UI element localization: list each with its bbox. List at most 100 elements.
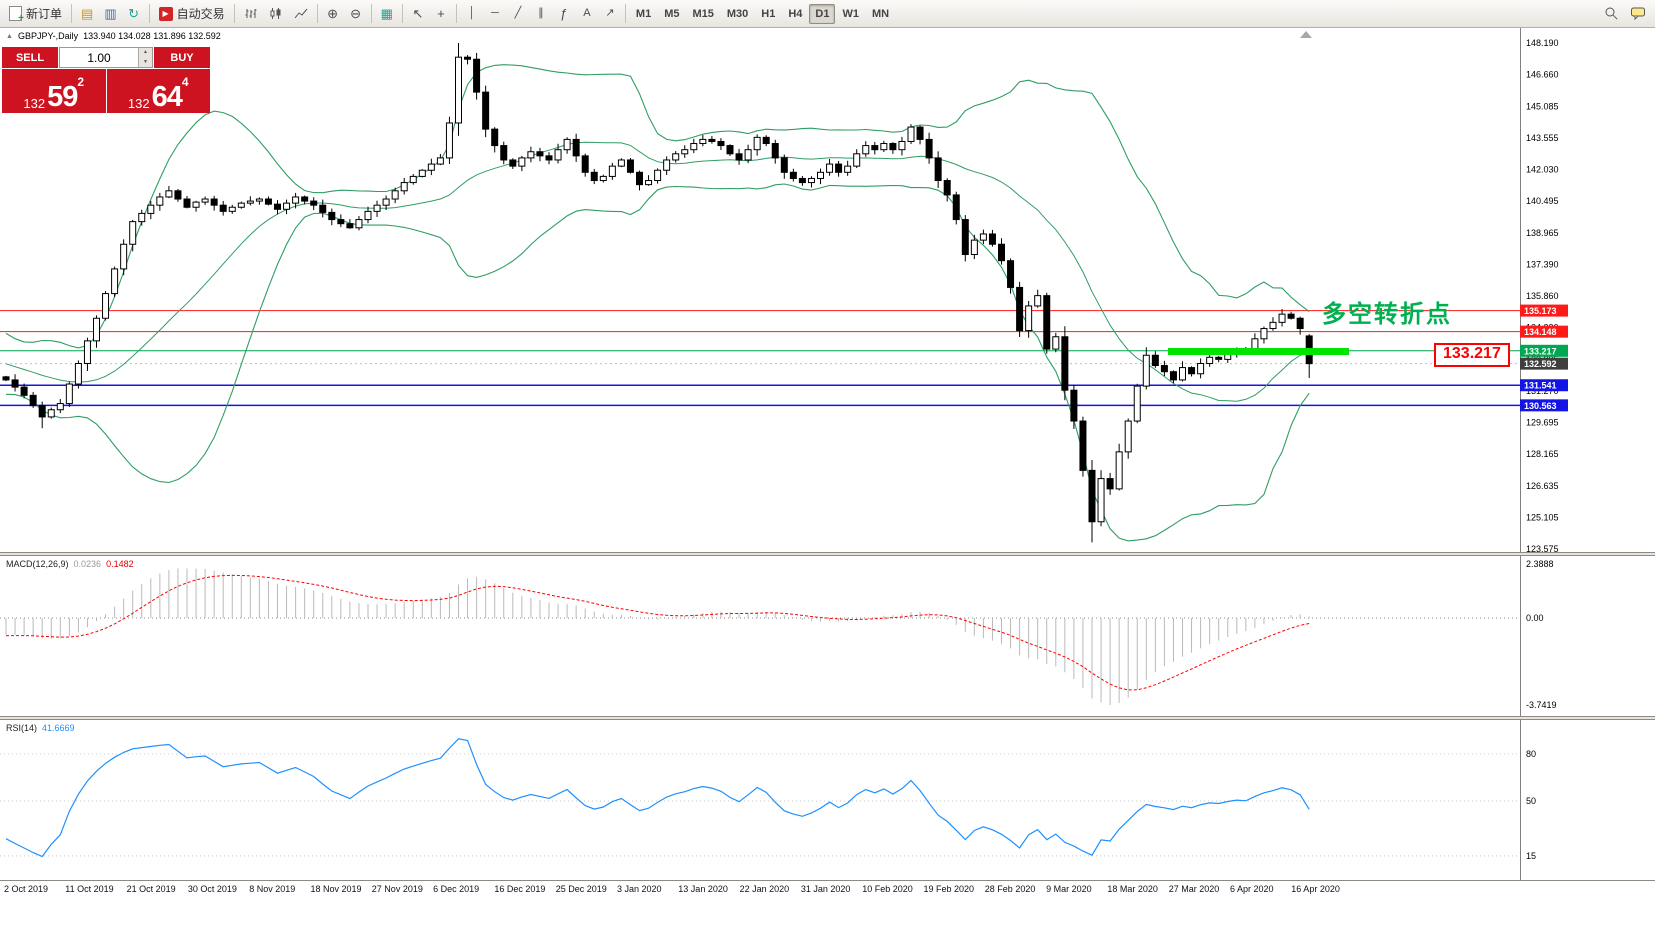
autotrading-icon: ▶ (158, 6, 173, 21)
buy-price-figure: 132 (127, 96, 150, 111)
timeframe-d1-button[interactable]: D1 (809, 3, 836, 24)
collapse-marker-icon[interactable]: ▲ (6, 32, 13, 40)
toolbar-separator (233, 4, 235, 23)
rsi-line (5, 738, 1310, 858)
date-label: 11 Oct 2019 (65, 884, 114, 894)
date-label: 3 Jan 2020 (617, 884, 662, 894)
sell-price-button[interactable]: 132 59 2 (2, 69, 106, 113)
date-label: 25 Dec 2019 (555, 884, 607, 894)
horizontal-price-lines[interactable] (0, 310, 1520, 407)
volume-increase-button[interactable]: ▲ (139, 48, 152, 58)
zoom-in-icon: ⊕ (327, 6, 339, 21)
cursor-button[interactable]: ↖ (407, 3, 429, 25)
buy-price-button[interactable]: 132 64 4 (106, 69, 210, 114)
support-highlight-segment[interactable] (1168, 348, 1349, 355)
market-watch-icon: ▤ (81, 6, 94, 21)
timeframe-m30-button[interactable]: M30 (721, 4, 754, 24)
bar-chart-icon (245, 8, 257, 18)
zoom-out-button[interactable]: ⊖ (345, 3, 367, 25)
chart-title: ▲ GBPJPY-,Daily 133.940 134.028 131.896 … (6, 31, 221, 41)
autotrading-button[interactable]: ▶ 自动交易 (154, 3, 230, 25)
tile-windows-button[interactable]: ▦ (376, 3, 398, 25)
horizontal-line-button[interactable]: ─ (484, 3, 506, 25)
new-order-button[interactable]: 新订单 (4, 3, 67, 25)
crosshair-icon: + (437, 6, 445, 21)
vertical-line-button[interactable]: │ (461, 3, 483, 25)
timeframe-m15-button[interactable]: M15 (686, 4, 719, 24)
arrow-tool-icon: ↗ (605, 7, 615, 19)
volume-spinner[interactable]: 1.00 ▲ ▼ (59, 47, 153, 68)
buy-button[interactable]: BUY (154, 47, 210, 68)
timeframe-h1-button[interactable]: H1 (755, 4, 781, 24)
navigator-icon: ↻ (128, 6, 140, 21)
navigator-button[interactable]: ↻ (123, 3, 145, 25)
svg-text:-3.7419: -3.7419 (1526, 700, 1557, 710)
macd-signal-line (5, 574, 1310, 691)
buy-price-pips: 64 (151, 81, 183, 114)
annotation-text[interactable]: 多空转折点 (1322, 301, 1452, 328)
trendline-button[interactable]: ╱ (507, 3, 529, 25)
svg-text:126.635: 126.635 (1526, 481, 1559, 491)
candlestick-series (2, 43, 1313, 543)
zoom-in-button[interactable]: ⊕ (322, 3, 344, 25)
data-window-button[interactable]: ▥ (99, 3, 121, 25)
svg-text:128.165: 128.165 (1526, 449, 1559, 459)
svg-text:2.3888: 2.3888 (1526, 559, 1554, 569)
svg-text:142.030: 142.030 (1526, 165, 1559, 175)
line-chart-button[interactable] (289, 3, 313, 25)
date-label: 16 Apr 2020 (1291, 884, 1340, 894)
bollinger-middle-band (5, 141, 1310, 402)
chat-button[interactable] (1625, 3, 1651, 25)
channel-button[interactable]: ∥ (530, 3, 552, 25)
price-chart[interactable]: 148.190 146.660 145.085 143.555 142.030 140.4… (0, 28, 1655, 552)
text-tool-button[interactable]: A (576, 3, 598, 25)
timeframe-m5-button[interactable]: M5 (658, 4, 685, 24)
date-label: 13 Jan 2020 (678, 884, 728, 894)
toolbar-separator (455, 4, 457, 23)
line-chart-icon (294, 8, 308, 18)
panel-splitter[interactable] (0, 552, 1655, 556)
bollinger-lower-band (5, 183, 1310, 542)
price-callout-label[interactable]: 133.217 (1434, 343, 1510, 367)
rsi-chart[interactable]: 80 50 15 (0, 720, 1655, 880)
bar-chart-button[interactable] (239, 3, 263, 25)
svg-text:123.575: 123.575 (1526, 544, 1559, 552)
timeframe-mn-button[interactable]: MN (866, 4, 895, 24)
volume-decrease-button[interactable]: ▼ (139, 57, 152, 67)
search-button[interactable] (1599, 3, 1624, 25)
macd-chart[interactable]: 2.3888 0.00 -3.7419 (0, 556, 1655, 716)
timeframe-h4-button[interactable]: H4 (782, 4, 808, 24)
buy-price-point: 4 (181, 75, 189, 89)
fibonacci-button[interactable]: ƒ (553, 3, 575, 25)
svg-text:50: 50 (1526, 796, 1536, 806)
volume-spin-buttons: ▲ ▼ (138, 48, 152, 67)
horizontal-line-icon: ─ (491, 7, 499, 19)
date-label: 22 Jan 2020 (739, 884, 790, 894)
crosshair-button[interactable]: + (430, 3, 452, 25)
axis-price-label (1520, 325, 1568, 338)
panel-splitter[interactable] (0, 716, 1655, 720)
svg-text:140.495: 140.495 (1526, 196, 1559, 206)
autotrading-label: 自动交易 (176, 7, 225, 21)
volume-value[interactable]: 1.00 (87, 50, 111, 65)
market-watch-button[interactable]: ▤ (76, 3, 98, 25)
date-label: 6 Dec 2019 (433, 884, 480, 894)
axis-border (0, 880, 1655, 881)
svg-text:0.00: 0.00 (1526, 613, 1544, 623)
symbol-period-label: GBPJPY-,Daily (17, 31, 79, 41)
axis-price-label (1520, 357, 1568, 370)
rsi-name: RSI(14) (6, 723, 38, 733)
macd-label: MACD(12,26,9) 0.0236 0.1482 (6, 559, 134, 569)
timeframe-w1-button[interactable]: W1 (836, 4, 865, 24)
sell-button[interactable]: SELL (2, 47, 58, 68)
arrow-tool-button[interactable]: ↗ (599, 3, 621, 25)
toolbar-separator (316, 4, 318, 23)
toolbar-separator (624, 4, 626, 23)
new-order-icon (9, 6, 24, 24)
chart-shift-marker[interactable] (1300, 31, 1312, 38)
timeframe-m1-button[interactable]: M1 (630, 4, 657, 24)
candlestick-chart-button[interactable] (264, 3, 288, 25)
svg-text:135.173: 135.173 (1524, 306, 1557, 316)
bottom-strip (0, 898, 1655, 952)
